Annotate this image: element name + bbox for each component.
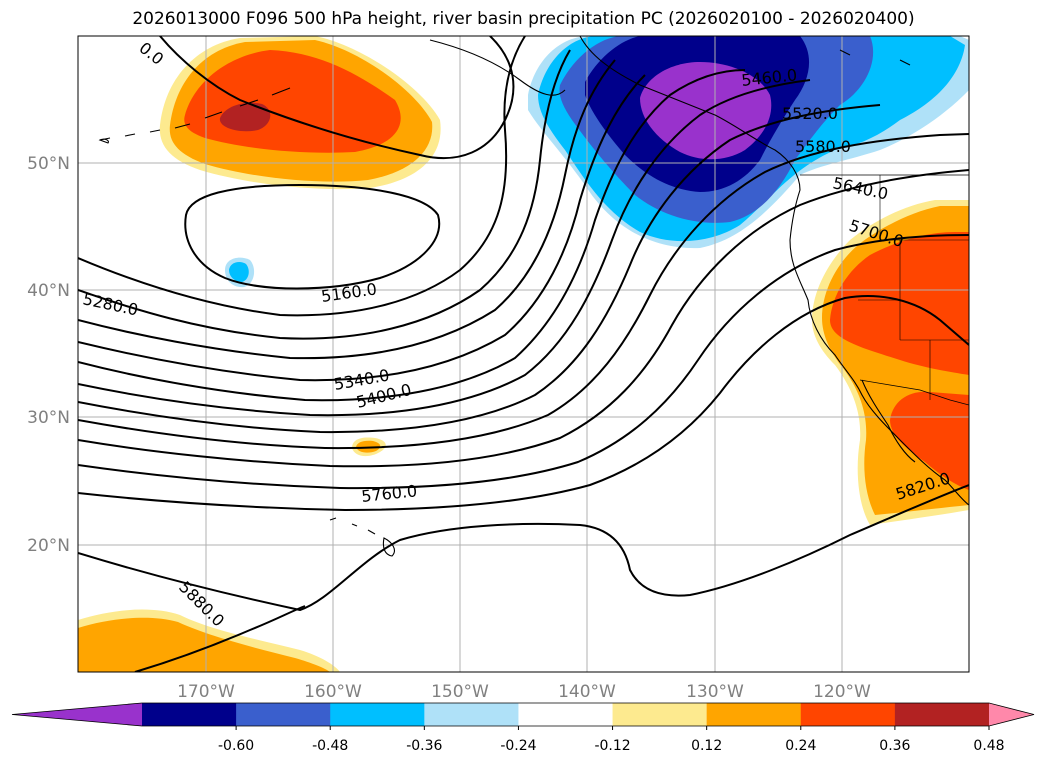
- latitude-labels: 50°N 40°N 30°N 20°N: [27, 154, 70, 556]
- shading-sw-corner-0.24: [78, 617, 330, 672]
- colorbar-tick-label: -0.60: [218, 738, 254, 754]
- contour-5580: [78, 169, 969, 468]
- colorbar-segment: [894, 703, 990, 726]
- colorbar-segment: [330, 703, 425, 726]
- colorbar-segment: [612, 703, 708, 726]
- graticule: [78, 36, 969, 672]
- contour-5640: [78, 234, 969, 490]
- colorbar-segment: [706, 703, 802, 726]
- coast-baja: [861, 379, 916, 463]
- lat-label: 30°N: [27, 408, 70, 428]
- contour-5460: [78, 104, 881, 434]
- colorbar-tick-label: -0.12: [594, 738, 630, 754]
- colorbar-outline: [11, 702, 1035, 727]
- lat-label: 40°N: [27, 281, 70, 301]
- contour-5520: [78, 133, 969, 450]
- lon-label: 160°W: [304, 682, 362, 702]
- contour-5700: [78, 295, 969, 512]
- contour-label: 5580.0: [795, 137, 851, 156]
- contour-5400: [78, 79, 811, 417]
- contour-nw-1: [159, 36, 515, 160]
- colorbar-segment: [800, 703, 896, 726]
- lon-label: 140°W: [558, 682, 616, 702]
- lon-label: 120°W: [813, 682, 871, 702]
- contour-5220: [78, 36, 526, 317]
- lat-label: 20°N: [27, 536, 70, 556]
- colorbar-extend-low: [12, 703, 142, 726]
- contour-5340: [78, 74, 646, 382]
- shading-small-negative-core: [229, 262, 249, 282]
- shading-us-west-0.36-lower: [890, 391, 969, 490]
- colorbar-tick-label: 0.24: [785, 738, 816, 754]
- coast-border-usa-mexico: [859, 379, 969, 406]
- shading-nw-pacific-0.48: [219, 102, 271, 132]
- colorbar-tick-label: -0.48: [312, 738, 348, 754]
- colorbar-extend-high: [989, 703, 1034, 726]
- plot-frame: [77, 35, 970, 673]
- colorbar-segment: [142, 703, 237, 726]
- lon-label: 130°W: [686, 682, 744, 702]
- height-contours: [78, 36, 969, 672]
- coast-alaska-north: [429, 39, 566, 96]
- chart-title: 2026013000 F096 500 hPa height, river ba…: [132, 9, 915, 29]
- coastlines: [98, 36, 969, 557]
- contour-5160-closed: [184, 183, 441, 290]
- colorbar-segment: [518, 703, 614, 726]
- lon-label: 170°W: [177, 682, 235, 702]
- contour-5310: [78, 59, 616, 360]
- coast-islands-nw: [98, 49, 911, 144]
- colorbar-tick-label: 0.12: [691, 738, 722, 754]
- colorbar-segment: [236, 703, 331, 726]
- contour-label: 5520.0: [782, 104, 838, 123]
- lon-label: 150°W: [431, 682, 489, 702]
- coast-north-america: [579, 36, 969, 506]
- contour-5280: [78, 49, 571, 340]
- contour-5880: [134, 605, 306, 672]
- colorbar-segment: [424, 703, 519, 726]
- coast-state-lines: [858, 175, 969, 400]
- longitude-labels: 170°W 160°W 150°W 140°W 130°W 120°W: [177, 682, 871, 702]
- colorbar-tick-label: 0.48: [973, 738, 1004, 754]
- colorbar-tick-label: -0.24: [500, 738, 536, 754]
- coast-hawaii: [329, 517, 395, 557]
- shading-us-west-0.36-upper: [830, 232, 969, 375]
- lat-label: 50°N: [27, 154, 70, 174]
- contour-5370: [78, 69, 746, 402]
- colorbar-tick-label: 0.36: [879, 738, 910, 754]
- colorbar-tick-label: -0.36: [406, 738, 442, 754]
- colorbar: -0.60 -0.48 -0.36 -0.24 -0.12 0.12 0.24 0.36 0.4…: [11, 702, 1035, 754]
